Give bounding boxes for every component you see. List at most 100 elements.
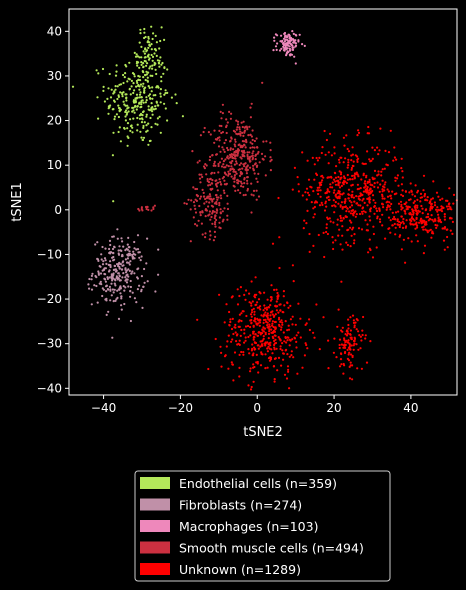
scatter-point — [415, 217, 418, 220]
scatter-point — [195, 187, 199, 191]
scatter-point — [226, 148, 230, 152]
scatter-point — [209, 188, 212, 191]
scatter-point — [227, 174, 230, 177]
scatter-point — [281, 342, 284, 345]
scatter-point — [105, 297, 108, 300]
scatter-point — [367, 197, 370, 200]
scatter-point — [422, 174, 426, 177]
scatter-point — [217, 171, 220, 174]
scatter-point — [191, 150, 194, 153]
scatter-point — [216, 198, 219, 201]
scatter-point — [283, 304, 286, 307]
scatter-point — [238, 375, 241, 378]
scatter-point — [246, 128, 249, 131]
scatter-point — [378, 208, 381, 211]
scatter-point — [271, 335, 274, 338]
scatter-point — [312, 331, 315, 334]
scatter-point — [219, 110, 222, 113]
scatter-point — [220, 117, 223, 120]
scatter-point — [303, 354, 306, 357]
scatter-point — [108, 285, 111, 288]
scatter-point — [138, 41, 141, 44]
scatter-point — [233, 180, 236, 183]
scatter-point — [331, 236, 334, 239]
scatter-point — [344, 157, 347, 160]
scatter-point — [126, 104, 129, 107]
scatter-point — [162, 72, 165, 75]
scatter-point — [318, 348, 321, 351]
scatter-point — [141, 70, 144, 73]
scatter-point — [119, 140, 122, 143]
scatter-point — [386, 206, 389, 209]
scatter-point — [333, 189, 336, 192]
scatter-point — [112, 108, 115, 111]
scatter-point — [214, 221, 217, 224]
scatter-point — [207, 367, 210, 371]
scatter-point — [163, 38, 166, 42]
scatter-point — [384, 237, 387, 240]
scatter-point — [316, 159, 319, 162]
scatter-point — [264, 342, 267, 345]
scatter-point — [280, 319, 283, 322]
scatter-point — [253, 139, 256, 143]
scatter-point — [219, 194, 222, 197]
scatter-point — [208, 158, 211, 162]
scatter-point — [331, 204, 334, 207]
scatter-point — [429, 209, 432, 212]
scatter-point — [270, 284, 273, 287]
scatter-point — [348, 219, 352, 222]
scatter-point — [334, 239, 337, 242]
scatter-point — [269, 317, 272, 320]
scatter-point — [416, 198, 419, 201]
scatter-point — [237, 180, 240, 183]
scatter-point — [368, 158, 371, 161]
scatter-point — [275, 309, 278, 312]
legend-swatch — [140, 563, 170, 575]
scatter-point — [238, 163, 241, 167]
scatter-point — [301, 151, 304, 154]
scatter-point — [435, 208, 438, 211]
scatter-point — [266, 350, 269, 353]
scatter-point — [211, 187, 214, 190]
scatter-point — [221, 146, 224, 149]
scatter-point — [347, 353, 350, 356]
scatter-point — [266, 316, 269, 319]
scatter-point — [112, 291, 115, 294]
scatter-point — [311, 156, 314, 159]
scatter-point — [128, 250, 131, 253]
scatter-point — [384, 149, 387, 152]
scatter-point — [329, 220, 332, 223]
scatter-point — [144, 35, 147, 39]
scatter-point — [157, 248, 160, 251]
scatter-point — [279, 320, 282, 323]
scatter-point — [315, 303, 318, 306]
scatter-point — [278, 49, 282, 52]
scatter-point — [373, 169, 377, 172]
scatter-point — [358, 334, 361, 337]
scatter-point — [251, 343, 254, 346]
scatter-point — [90, 278, 93, 281]
scatter-point — [397, 210, 400, 213]
scatter-point — [136, 64, 139, 67]
scatter-point — [346, 332, 350, 335]
scatter-point — [123, 127, 126, 130]
scatter-point — [423, 219, 426, 222]
scatter-point — [256, 362, 259, 365]
scatter-point — [155, 72, 158, 76]
scatter-point — [123, 302, 126, 306]
scatter-point — [280, 326, 283, 329]
scatter-point — [223, 355, 227, 358]
scatter-point — [285, 341, 288, 344]
scatter-point — [294, 62, 297, 65]
scatter-point — [111, 256, 114, 259]
scatter-point — [416, 226, 419, 229]
scatter-point — [146, 280, 149, 283]
scatter-point — [223, 183, 226, 186]
scatter-point — [391, 211, 394, 214]
scatter-point — [127, 110, 130, 113]
scatter-point — [305, 222, 308, 225]
scatter-point — [360, 367, 363, 370]
scatter-point — [406, 207, 409, 211]
scatter-point — [136, 55, 139, 58]
scatter-point — [367, 132, 371, 135]
